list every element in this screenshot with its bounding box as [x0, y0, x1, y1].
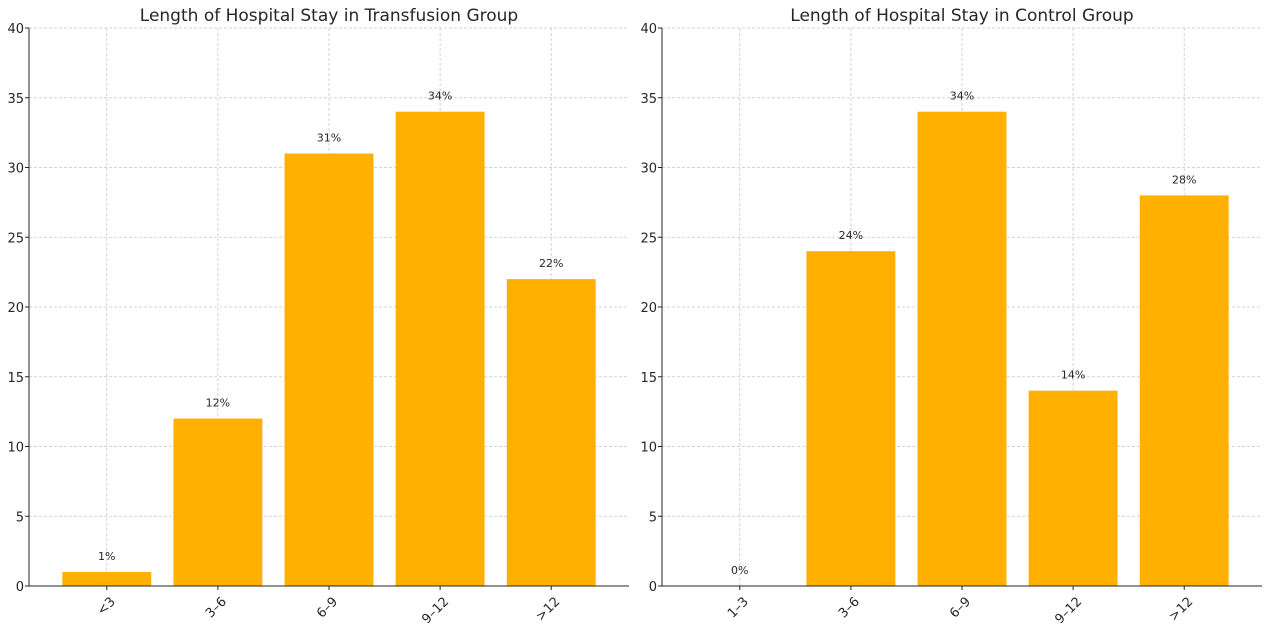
y-tick-label: 15 — [7, 371, 24, 386]
data-label: 1% — [98, 550, 115, 563]
x-tick-label: 9–12 — [419, 594, 452, 627]
y-tick-label: 15 — [640, 371, 657, 386]
y-tick-label: 30 — [640, 162, 657, 177]
y-tick-label: 35 — [640, 92, 657, 107]
x-tick-label: 6–9 — [314, 594, 341, 621]
y-tick-label: 0 — [16, 580, 24, 595]
x-tick-label: 1–3 — [725, 594, 752, 621]
data-label: 34% — [950, 90, 974, 103]
bar — [506, 279, 596, 586]
transfusion-chart: Length of Hospital Stay in Transfusion G… — [7, 6, 629, 627]
control-chart: Length of Hospital Stay in Control Group… — [640, 6, 1262, 627]
x-ticks: <3 3–6 6–9 9–12 >12 — [95, 586, 563, 627]
x-tick-label: >12 — [1166, 594, 1196, 624]
chart-title: Length of Hospital Stay in Control Group — [790, 6, 1133, 26]
bar — [1139, 195, 1229, 586]
y-tick-label: 25 — [7, 231, 24, 246]
data-label: 12% — [206, 397, 230, 410]
data-label: 0% — [731, 564, 748, 577]
bar — [173, 418, 263, 586]
data-label: 34% — [428, 90, 452, 103]
x-ticks: 1–3 3–6 6–9 9–12 >12 — [725, 586, 1196, 627]
y-tick-label: 10 — [7, 441, 24, 456]
data-label: 28% — [1172, 173, 1196, 186]
x-tick-label: 3–6 — [836, 594, 863, 621]
x-tick-label: 6–9 — [947, 594, 974, 621]
y-tick-label: 35 — [7, 92, 24, 107]
x-tick-label: 3–6 — [203, 594, 230, 621]
bar — [806, 251, 896, 586]
data-label: 31% — [317, 132, 341, 145]
data-label: 22% — [539, 257, 563, 270]
y-tick-label: 40 — [7, 22, 24, 37]
bar — [1028, 390, 1118, 586]
y-tick-label: 25 — [640, 231, 657, 246]
x-tick-label: >12 — [533, 594, 563, 624]
y-tick-label: 40 — [640, 22, 657, 37]
y-tick-label: 20 — [7, 301, 24, 316]
bar — [917, 111, 1007, 586]
y-tick-label: 0 — [649, 580, 657, 595]
bar — [284, 153, 374, 587]
data-label: 14% — [1061, 369, 1085, 382]
x-tick-label: <3 — [95, 594, 119, 618]
y-tick-label: 10 — [640, 441, 657, 456]
bar — [395, 111, 485, 586]
y-ticks: 0 5 10 15 20 25 30 35 40 — [640, 22, 662, 595]
bar — [62, 572, 152, 586]
y-tick-label: 5 — [649, 510, 657, 525]
y-tick-label: 30 — [7, 162, 24, 177]
chart-title: Length of Hospital Stay in Transfusion G… — [140, 6, 518, 26]
data-label: 24% — [839, 229, 863, 242]
x-tick-label: 9–12 — [1052, 594, 1085, 627]
y-ticks: 0 5 10 15 20 25 30 35 40 — [7, 22, 29, 595]
bars: 0% 24% 34% 14% 28% — [731, 90, 1229, 586]
bars: 1% 12% 31% 34% 22% — [62, 90, 596, 587]
y-tick-label: 5 — [16, 510, 24, 525]
y-tick-label: 20 — [640, 301, 657, 316]
